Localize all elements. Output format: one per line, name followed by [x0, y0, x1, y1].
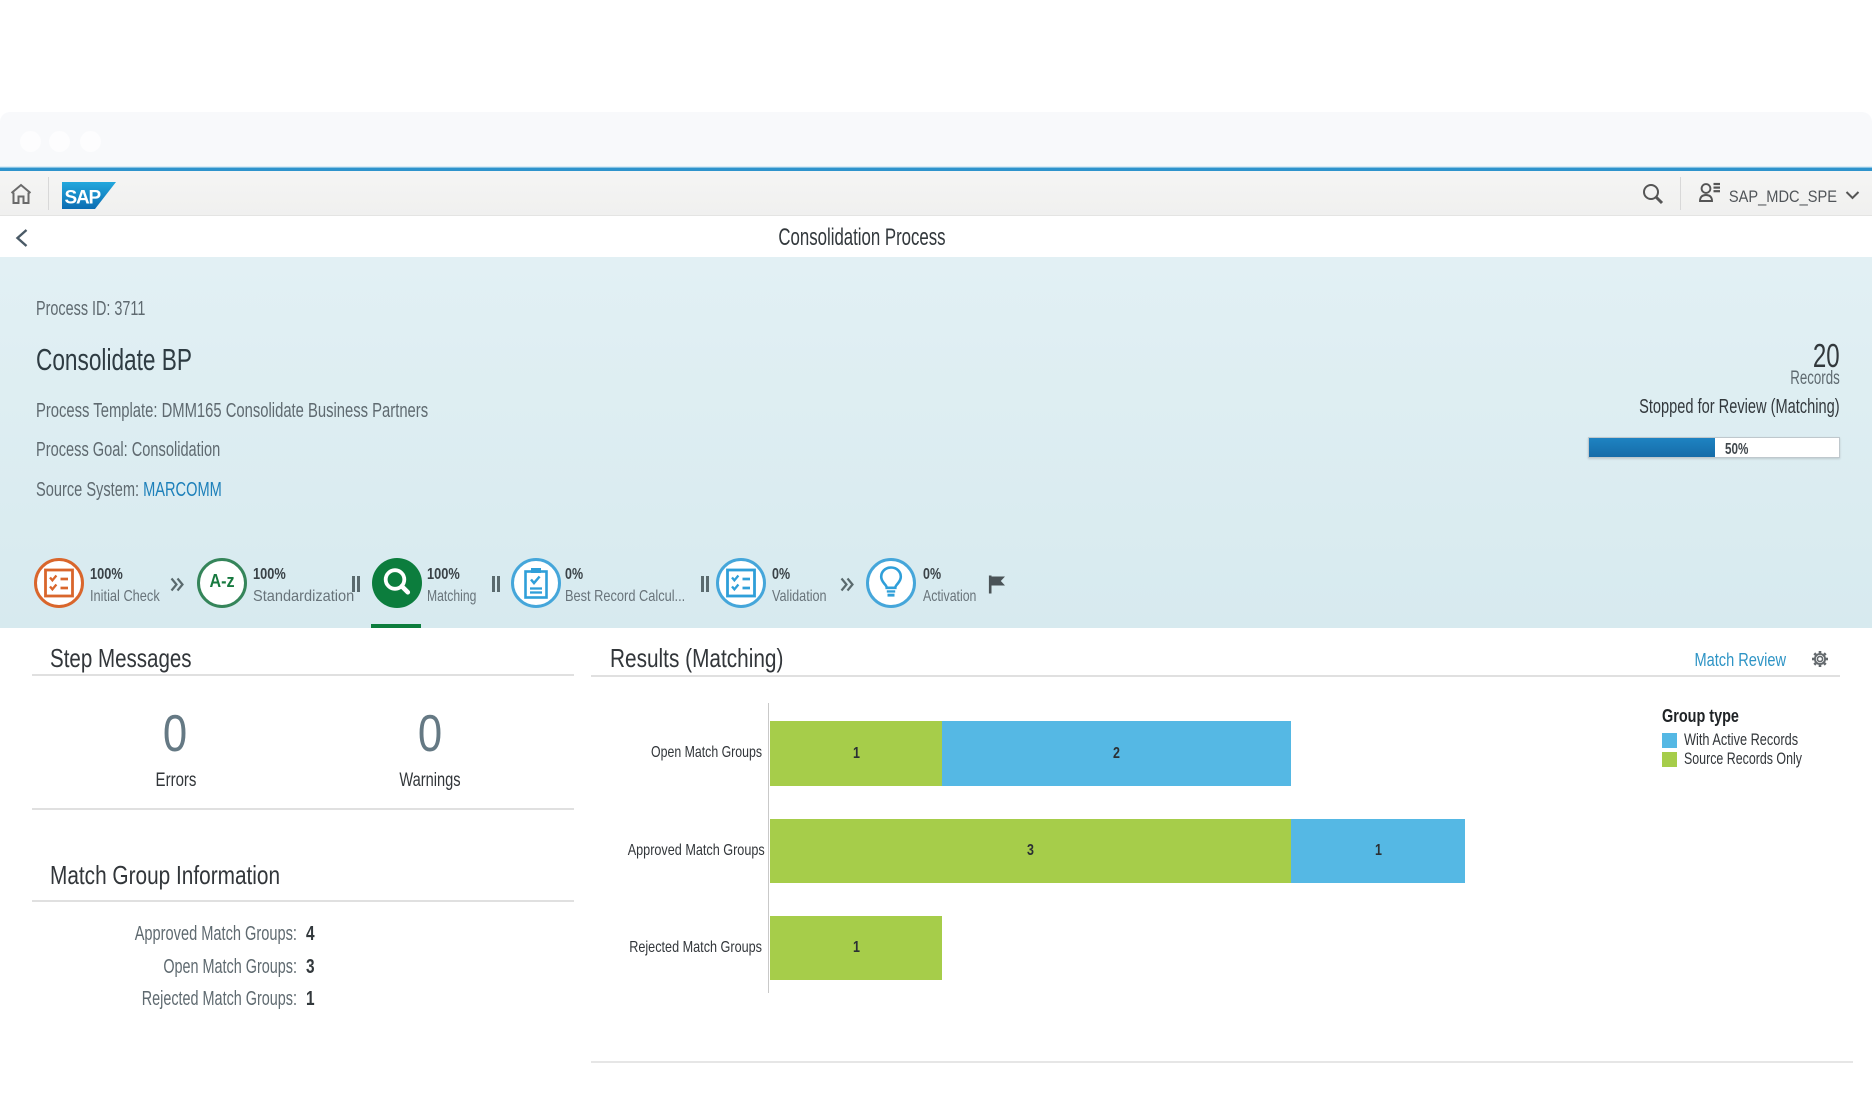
- svg-text:SAP: SAP: [65, 188, 102, 209]
